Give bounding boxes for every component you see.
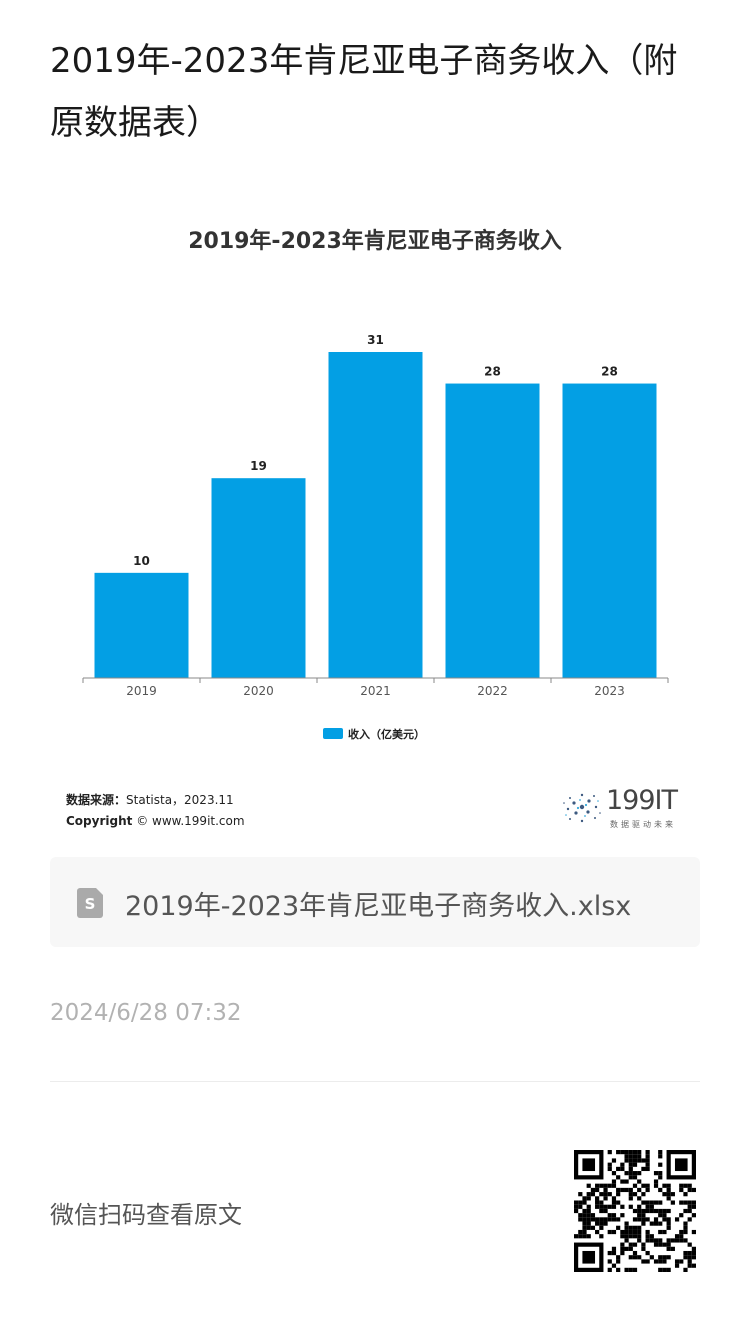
attachment-file-name: 2019年-2023年肯尼亚电子商务收入.xlsx <box>125 891 632 922</box>
bar-2021 <box>328 352 423 678</box>
data-label-2020: 19 <box>250 459 267 473</box>
spreadsheet-file-icon: S <box>77 888 103 918</box>
chart-image: 2019年-2023年肯尼亚电子商务收入 10 2019 19 2020 31 2021 2… <box>50 205 700 845</box>
chart-source: 数据来源：Statista，2023.11 Copyright © www.19… <box>66 790 245 832</box>
bar-2020 <box>211 478 306 678</box>
bar-2023 <box>562 383 657 678</box>
bar-chart: 10 2019 19 2020 31 2021 28 2022 28 2023 收入（亿美元） <box>82 333 669 741</box>
logo-subtitle: 数据驱动未来 <box>610 820 676 829</box>
logo-text: 199IT <box>606 785 678 816</box>
x-tick-label-2022: 2022 <box>477 684 508 698</box>
data-label-2019: 10 <box>133 554 150 568</box>
chart-title: 2019年-2023年肯尼亚电子商务收入 <box>188 229 562 254</box>
svg-text:S: S <box>85 895 96 913</box>
copyright-label: Copyright <box>66 814 133 828</box>
qr-code-icon[interactable] <box>574 1150 696 1272</box>
bar-2019 <box>94 572 189 678</box>
x-tick-label-2021: 2021 <box>360 684 391 698</box>
bar-2022 <box>445 383 540 678</box>
data-label-2022: 28 <box>484 365 501 379</box>
attachment-file-card[interactable]: S 2019年-2023年肯尼亚电子商务收入.xlsx <box>50 857 700 947</box>
legend-swatch <box>323 728 343 739</box>
data-label-2023: 28 <box>601 365 618 379</box>
source-value: Statista，2023.11 <box>126 793 234 807</box>
x-tick-label-2023: 2023 <box>594 684 625 698</box>
divider <box>50 1081 700 1082</box>
x-tick-label-2019: 2019 <box>126 684 157 698</box>
publish-time: 2024/6/28 07:32 <box>50 1000 242 1026</box>
data-label-2021: 31 <box>367 333 384 347</box>
qr-caption: 微信扫码查看原文 <box>50 1201 242 1229</box>
source-label: 数据来源： <box>66 793 127 807</box>
x-tick-label-2020: 2020 <box>243 684 274 698</box>
legend-label: 收入（亿美元） <box>348 727 425 741</box>
logo-dots-icon <box>563 793 601 823</box>
199it-logo: 199IT 数据驱动未来 <box>558 783 698 833</box>
article-title: 2019年-2023年肯尼亚电子商务收入（附原数据表） <box>50 41 678 143</box>
copyright-value: © www.199it.com <box>132 814 245 828</box>
